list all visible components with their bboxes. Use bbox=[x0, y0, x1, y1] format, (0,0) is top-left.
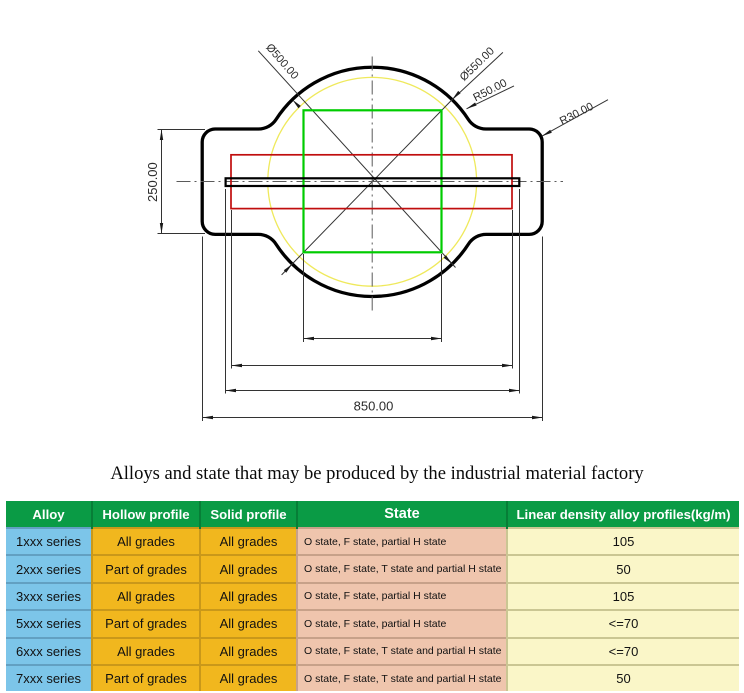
svg-text:R30.00: R30.00 bbox=[558, 101, 596, 128]
svg-text:850.00: 850.00 bbox=[354, 399, 394, 414]
svg-text:R50.00: R50.00 bbox=[471, 77, 509, 104]
svg-text:Ø550.00: Ø550.00 bbox=[458, 45, 497, 83]
svg-text:250.00: 250.00 bbox=[145, 162, 160, 202]
